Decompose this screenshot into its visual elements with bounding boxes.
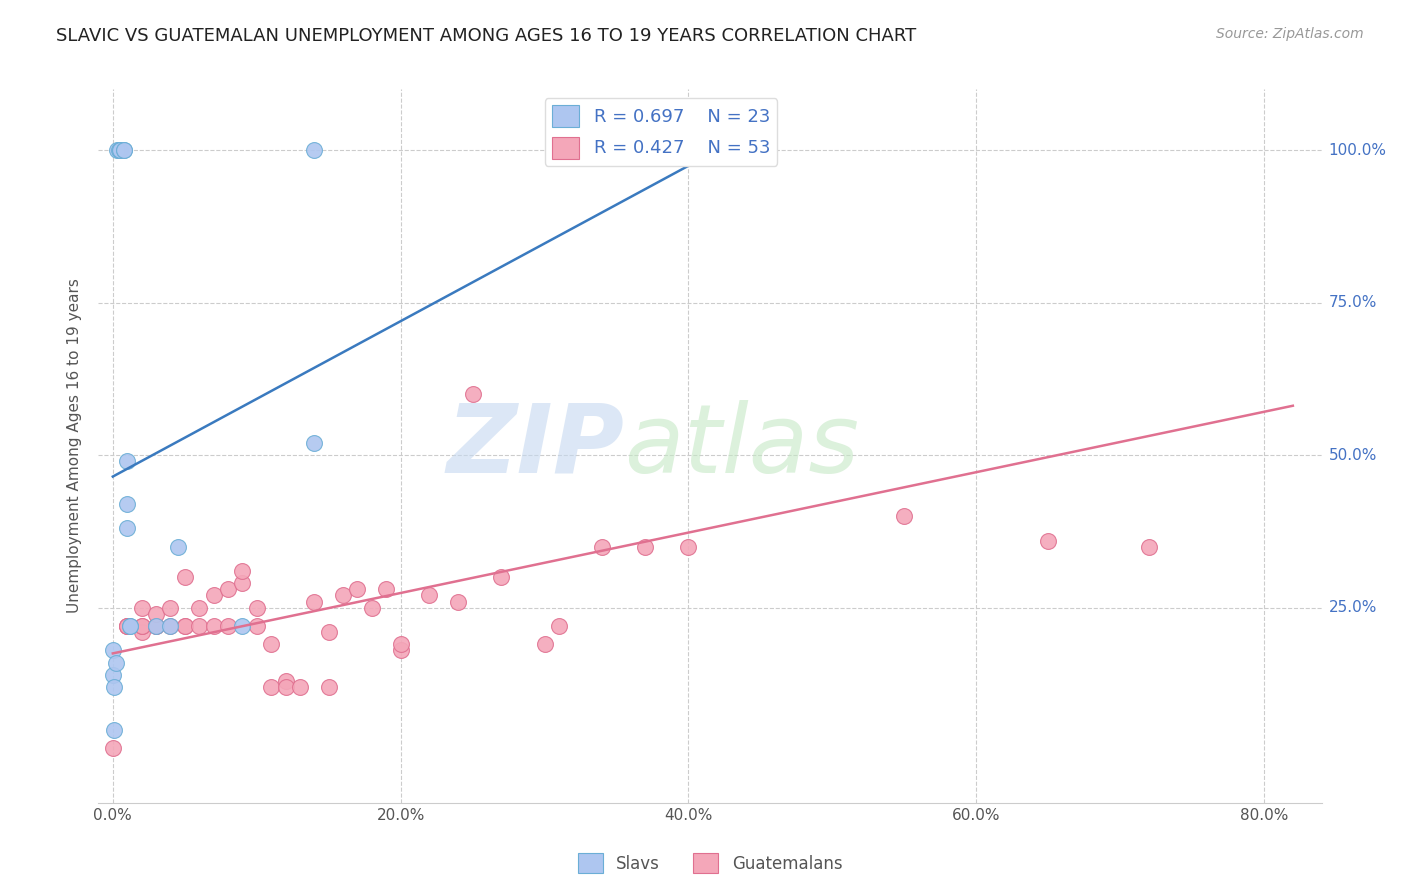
- Text: 75.0%: 75.0%: [1329, 295, 1376, 310]
- Point: [107, 143, 129, 157]
- Point: [145, 619, 167, 633]
- Text: 25.0%: 25.0%: [1329, 600, 1376, 615]
- Point: [318, 680, 340, 694]
- Point: [115, 521, 138, 535]
- Point: [188, 619, 211, 633]
- Point: [101, 643, 124, 657]
- Point: [418, 589, 440, 603]
- Point: [231, 619, 253, 633]
- Point: [246, 619, 269, 633]
- Point: [304, 143, 326, 157]
- Point: [389, 637, 412, 651]
- Point: [101, 667, 124, 681]
- Point: [304, 436, 326, 450]
- Point: [188, 600, 211, 615]
- Point: [648, 143, 671, 157]
- Point: [274, 680, 297, 694]
- Point: [105, 143, 128, 157]
- Point: [115, 454, 138, 468]
- Point: [145, 607, 167, 621]
- Point: [131, 619, 153, 633]
- Point: [173, 619, 195, 633]
- Point: [112, 143, 135, 157]
- Point: [115, 497, 138, 511]
- Point: [447, 594, 470, 608]
- Point: [103, 680, 125, 694]
- Point: [202, 619, 225, 633]
- Point: [173, 570, 195, 584]
- Point: [202, 589, 225, 603]
- Point: [288, 680, 311, 694]
- Point: [1137, 540, 1160, 554]
- Point: [389, 643, 412, 657]
- Point: [533, 637, 555, 651]
- Text: 50.0%: 50.0%: [1329, 448, 1376, 463]
- Point: [360, 600, 382, 615]
- Point: [246, 600, 269, 615]
- Point: [634, 540, 657, 554]
- Point: [108, 143, 131, 157]
- Point: [104, 656, 127, 670]
- Point: [131, 600, 153, 615]
- Point: [304, 594, 326, 608]
- Point: [120, 619, 142, 633]
- Point: [893, 509, 915, 524]
- Point: [260, 680, 283, 694]
- Point: [131, 625, 153, 640]
- Text: 100.0%: 100.0%: [1329, 143, 1386, 158]
- Text: Source: ZipAtlas.com: Source: ZipAtlas.com: [1216, 27, 1364, 41]
- Point: [318, 625, 340, 640]
- Point: [491, 570, 513, 584]
- Point: [108, 143, 131, 157]
- Point: [159, 619, 181, 633]
- Point: [131, 619, 153, 633]
- Point: [1038, 533, 1060, 548]
- Point: [375, 582, 398, 597]
- Point: [166, 540, 188, 554]
- Legend: Slavs, Guatemalans: Slavs, Guatemalans: [571, 847, 849, 880]
- Point: [159, 600, 181, 615]
- Point: [274, 673, 297, 688]
- Point: [678, 540, 700, 554]
- Point: [103, 723, 125, 737]
- Y-axis label: Unemployment Among Ages 16 to 19 years: Unemployment Among Ages 16 to 19 years: [67, 278, 83, 614]
- Point: [173, 619, 195, 633]
- Point: [101, 740, 124, 755]
- Point: [115, 619, 138, 633]
- Point: [145, 619, 167, 633]
- Point: [145, 619, 167, 633]
- Text: SLAVIC VS GUATEMALAN UNEMPLOYMENT AMONG AGES 16 TO 19 YEARS CORRELATION CHART: SLAVIC VS GUATEMALAN UNEMPLOYMENT AMONG …: [56, 27, 917, 45]
- Point: [120, 619, 142, 633]
- Point: [591, 540, 613, 554]
- Point: [115, 619, 138, 633]
- Text: atlas: atlas: [624, 400, 859, 492]
- Point: [115, 619, 138, 633]
- Point: [346, 582, 368, 597]
- Point: [112, 143, 135, 157]
- Point: [260, 637, 283, 651]
- Point: [217, 582, 239, 597]
- Point: [461, 387, 484, 401]
- Point: [231, 576, 253, 591]
- Point: [159, 619, 181, 633]
- Point: [548, 619, 571, 633]
- Point: [231, 564, 253, 578]
- Point: [332, 589, 354, 603]
- Text: ZIP: ZIP: [447, 400, 624, 492]
- Point: [217, 619, 239, 633]
